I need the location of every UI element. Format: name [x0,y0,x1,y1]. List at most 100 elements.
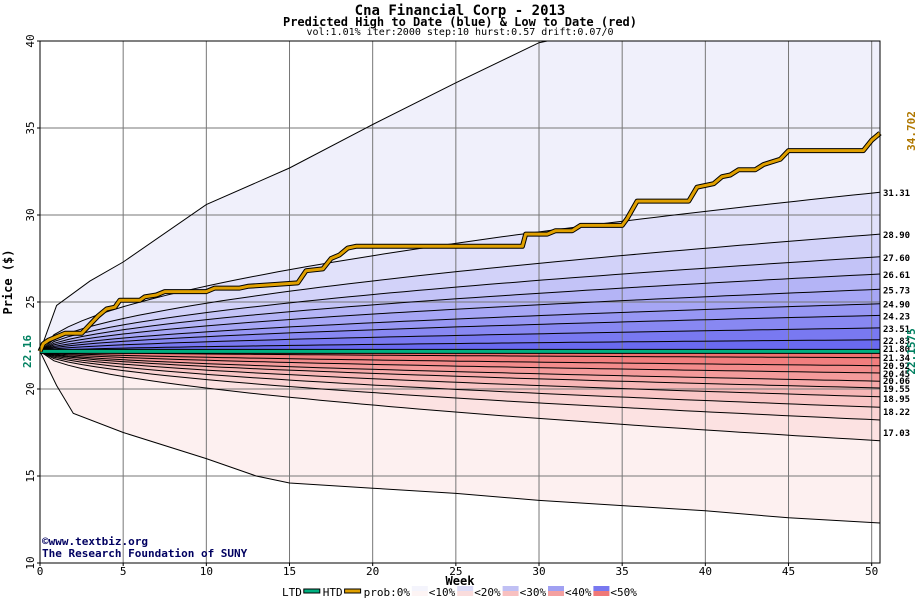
lower-boundary-0 [39,351,881,524]
lower-boundary-7 [39,350,881,374]
upper-band-end-label: 28.90 [883,231,910,241]
watermark-url: ©www.textbiz.org [42,535,148,548]
x-tick-label: 10 [200,565,213,578]
lower-band-end-label: 19.55 [883,385,910,395]
htd-value-label: 34.702 [905,111,918,151]
upper-band-6 [40,303,880,352]
y-tick-label: 25 [24,295,37,308]
lower-boundary-5 [39,350,881,389]
legend-band-label-3: <30% [520,586,547,599]
legend-band-label-2: <20% [474,586,501,599]
legend-band-swatch-red [457,591,474,596]
upper-band-3 [40,256,880,352]
band-boundary-lines [39,40,881,524]
upper-band-0 [40,41,880,352]
x-axis-label: Week [446,574,476,588]
legend: LTD HTD prob:0% <10% <20% <30% <40% <50% [282,586,637,599]
lower-band-3 [40,351,880,408]
legend-band-label-1: <10% [429,586,456,599]
x-tick-label: 0 [37,565,44,578]
lower-band-7 [40,351,880,373]
legend-band-swatch-red [411,591,428,596]
lower-band-end-label: 18.22 [883,408,910,418]
chart-params: vol:1.01% iter:2000 step:10 hurst:0.57 d… [306,27,614,38]
upper-band-4 [40,274,880,352]
x-tick-label: 40 [699,565,712,578]
lower-band-end-label: 21.34 [883,354,911,364]
htd-line [38,132,881,352]
lower-band-end-label: 20.45 [883,370,910,380]
lower-band-2 [40,351,880,420]
y-tick-label: 10 [24,556,37,569]
lower-boundary-6 [39,350,881,382]
series [37,131,882,354]
upper-band-end-label: 22.83 [883,337,910,347]
x-tick-label: 15 [283,565,296,578]
lower-boundary-1 [39,350,881,442]
upper-band-end-label: 24.90 [883,301,910,311]
watermark-org: The Research Foundation of SUNY [42,547,248,560]
upper-boundary-5 [39,288,881,352]
legend-band-swatch-blue [457,586,474,591]
legend-htd-swatch [344,588,362,594]
x-tick-label: 50 [865,565,878,578]
legend-band-swatch-red [502,591,519,596]
lower-boundary-2 [39,350,881,421]
lower-band-4 [40,351,880,397]
y-tick-label: 40 [24,34,37,47]
lower-band-end-label: 17.03 [883,429,910,439]
lower-band-5 [40,351,880,388]
upper-boundary-7 [39,314,881,352]
upper-band-end-label: 25.73 [883,286,910,296]
lower-boundary-3 [39,350,881,408]
upper-boundary-6 [39,303,881,352]
x-tick-label: 45 [782,565,795,578]
upper-band-end-label: 27.60 [883,254,910,264]
legend-band-swatch-blue [593,586,610,591]
y-tick-label: 15 [24,469,37,482]
lower-boundary-8 [39,350,881,367]
x-tick-label: 5 [120,565,127,578]
upper-boundary-8 [39,327,881,352]
chart-title: Cna Financial Corp - 2013 [354,3,566,19]
start-price-label: 22.16 [21,334,34,367]
upper-band-9 [40,339,880,352]
upper-band-end-label: 31.31 [883,189,910,199]
upper-band-1 [40,192,880,352]
x-tick-label: 30 [532,565,545,578]
legend-band-swatch-red [593,591,610,596]
y-axis-label: Price ($) [1,249,15,314]
legend-band-swatch-blue [502,586,519,591]
lower-band-end-label: 20.92 [883,362,910,372]
legend-band-label-5: <50% [610,586,637,599]
legend-ltd-swatch [303,588,321,594]
y-tick-label: 20 [24,382,37,395]
upper-boundary-4 [39,273,881,352]
legend-band-swatch-blue [411,586,428,591]
legend-band-label-4: <40% [565,586,592,599]
lower-boundary-4 [39,350,881,398]
upper-band-2 [40,234,880,352]
upper-boundary-0 [39,40,880,352]
x-tick-label: 20 [366,565,379,578]
legend-prob-label: prob:0% [364,586,411,599]
upper-band-end-label: 26.61 [883,271,910,281]
legend-htd-label: HTD [323,586,343,599]
lower-band-end-label: 21.80 [883,345,910,355]
lower-band-0 [40,351,880,523]
current-value-label: 22.1575 [905,328,918,374]
upper-band-7 [40,315,880,352]
x-tick-label: 35 [616,565,629,578]
y-tick-label: 35 [24,121,37,134]
y-tick-label: 30 [24,208,37,221]
lower-band-end-label: 18.95 [883,395,910,405]
upper-band-5 [40,289,880,352]
upper-band-end-label: 23.51 [883,325,910,335]
upper-band-end-label: 24.23 [883,312,910,322]
legend-band-swatch-blue [548,586,564,591]
x-tick-label: 25 [449,565,462,578]
upper-boundary-3 [39,256,881,352]
probability-bands [40,41,880,523]
